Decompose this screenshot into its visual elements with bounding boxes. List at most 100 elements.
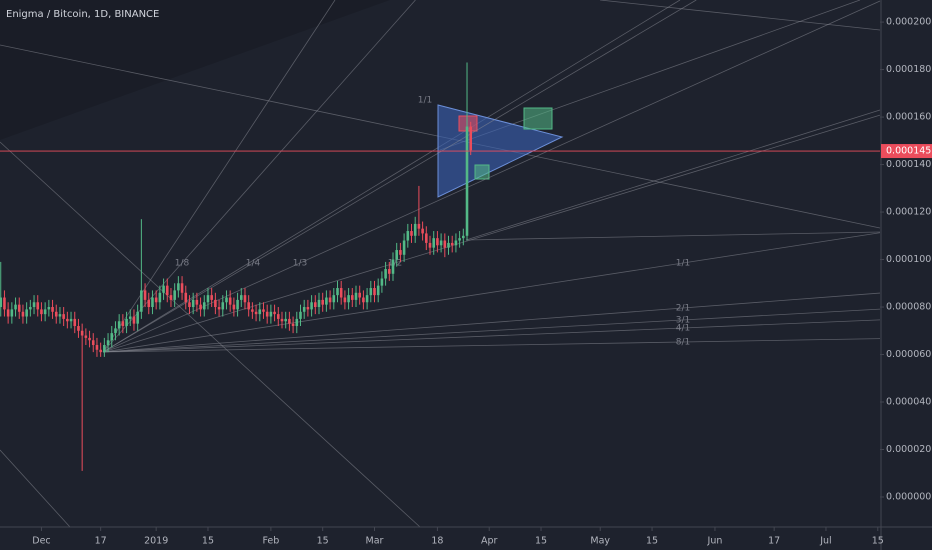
x-tick-label: 15 [872,536,884,547]
candle-body [251,309,254,312]
x-tick-label: 15 [317,536,329,547]
candle-body [202,302,206,310]
candle-body [417,223,421,229]
candle-body [388,269,391,274]
candle-body [391,259,395,274]
candle-body [280,318,284,322]
fan-line [102,232,881,353]
candle-body [114,328,117,334]
candle-body [262,309,265,312]
candle-body [10,309,14,317]
candle-body [103,345,106,353]
candle-body [310,302,313,310]
y-tick-label: 0.00010000 [886,254,932,265]
candle-body [443,240,447,248]
fan-label: 1/2 [388,259,402,269]
candle-body [362,297,365,303]
green-box [523,107,553,130]
y-tick-label: 0.00006000 [886,349,932,360]
x-tick-label: Feb [262,536,279,547]
candle-body [151,297,154,308]
candle-body [3,297,6,310]
candle-body [413,223,417,236]
y-tick-label: 0.00018000 [886,64,932,75]
candle-body [395,250,398,260]
candle-body [465,126,469,236]
fan-label: 1/8 [175,259,190,269]
candle-body [199,304,202,310]
candle-body [110,333,114,341]
fan-label: 2/1 [676,304,690,314]
candle-body [302,307,306,312]
candle-body [51,307,54,312]
candle-body [343,297,347,303]
fan-label: 8/1 [676,338,690,348]
candle-body [351,295,354,300]
candle-body [169,295,173,300]
candle-body [43,309,47,315]
candle-body [77,326,80,331]
y-tick-label: 0.00014000 [886,159,932,170]
candle-body [221,302,225,310]
candle-body [432,238,436,248]
candle-body [336,288,339,296]
candle-body [165,285,169,296]
candle-body [184,292,188,303]
candle-body [239,295,243,300]
candle-body [106,340,110,346]
fan-line [102,0,416,353]
trend-line [465,231,881,241]
candle-body [358,292,361,298]
fan-line [102,0,681,353]
candle-body [132,316,136,324]
candle-body [125,318,128,327]
candle-body [373,288,376,296]
last-price-label: 0.00014569 [886,146,932,157]
candle-body [214,299,217,308]
candle-body [25,309,28,317]
x-tick-label: Jun [707,536,723,547]
candle-body [0,297,3,308]
candle-body [313,302,317,308]
x-tick-label: Dec [32,536,50,547]
candle-body [158,292,162,303]
trend-line [0,141,421,528]
candle-body [317,299,321,308]
candle-body [410,231,413,236]
y-tick-label: 0.00004000 [886,397,932,408]
trend-line [599,0,881,31]
candle-body [450,242,454,246]
candle-body [328,297,332,303]
candle-body [128,316,132,319]
candle-body [180,283,184,293]
candle-body [347,295,350,303]
candle-body [265,311,269,317]
candle-body [84,335,88,338]
candle-body [99,349,102,353]
candle-body [162,285,165,293]
candle-body [428,242,432,248]
y-tick-label: 0.00000000 [886,491,932,502]
candle-body [295,318,299,327]
candle-body [47,307,51,310]
fan-label: 1/3 [293,259,307,269]
candle-body [469,126,473,151]
candle-body [6,309,10,317]
candle-body [269,311,273,317]
candle-body [73,318,77,327]
candle-body [436,238,439,246]
candle-body [284,318,287,322]
shaded-region [0,0,390,140]
fan-line [102,0,881,353]
x-tick-label: 2019 [144,536,168,547]
candle-body [206,295,210,303]
candle-body [14,304,17,310]
x-tick-label: Jul [819,536,831,547]
candle-body [243,295,247,303]
last-price-tag [881,144,932,159]
candle-body [247,302,250,310]
candle-body [121,321,125,327]
candle-body [276,314,280,319]
y-tick-label: 0.00012000 [886,207,932,218]
candle-body [32,302,36,308]
